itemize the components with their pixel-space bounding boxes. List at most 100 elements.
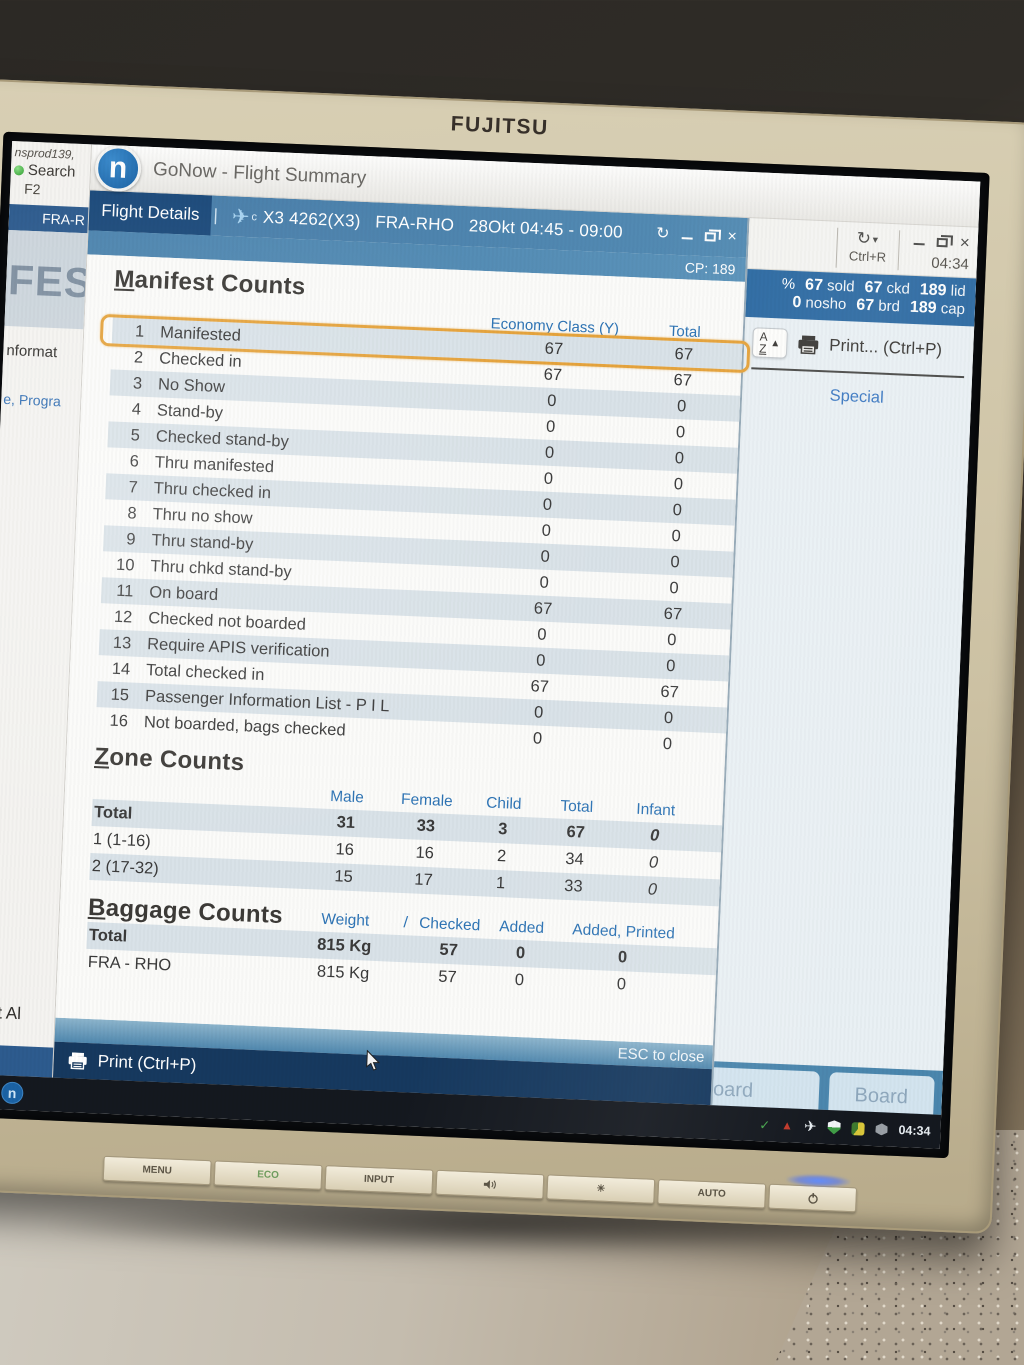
refresh-icon[interactable]: ↻ (655, 225, 670, 243)
child-value: 2 (496, 847, 507, 866)
row-num: 15 (110, 685, 130, 704)
input-button[interactable]: INPUT (324, 1165, 434, 1195)
printer-icon (68, 1051, 87, 1070)
power-button[interactable] (768, 1173, 858, 1213)
economy-value: 67 (533, 598, 553, 618)
progra-link[interactable]: e, Progra (3, 390, 62, 410)
total-value: 0 (674, 448, 685, 467)
airline-tray-icon[interactable]: ✈ (803, 1117, 817, 1136)
refresh-button[interactable]: ↻▼ Ctrl+R (835, 227, 901, 271)
select-all-label[interactable]: lect Al (0, 1002, 22, 1024)
economy-value: 0 (532, 728, 543, 748)
menu-button[interactable]: MENU (102, 1155, 212, 1186)
added-value: 0 (515, 943, 526, 963)
added-printed-value: 0 (616, 975, 627, 994)
infant-column-header: Infant (635, 800, 676, 820)
brightness-button[interactable]: ☀ (546, 1174, 656, 1204)
right-panel: ↻▼ Ctrl+R × 04:34 (712, 218, 979, 1115)
flight-details-window: Flight Details | ✈ c X3 4262(X3) FRA-RHO… (52, 190, 750, 1106)
capacity-value: CP: 189 (684, 259, 736, 278)
economy-value: 0 (543, 469, 554, 488)
total-value: 0 (675, 422, 686, 441)
checked-value: 57 (439, 940, 459, 960)
weight-value: 815 Kg (316, 935, 372, 956)
cap-value: 189 (909, 298, 937, 317)
economy-value: 0 (546, 391, 557, 410)
flight-details-tab[interactable]: Flight Details (88, 190, 213, 236)
row-num: 8 (127, 503, 138, 523)
weight-column-header: Weight (321, 910, 370, 930)
total-value: 67 (663, 604, 683, 624)
antivirus-shield-icon[interactable] (827, 1120, 841, 1135)
row-num: 11 (115, 581, 134, 601)
baggage-counts-section: Baggage Counts Weight / Checked Added Ad… (57, 893, 718, 1002)
status-dot-icon (13, 164, 25, 176)
divider (751, 367, 965, 379)
auto-button[interactable]: AUTO (657, 1179, 767, 1209)
close-icon[interactable]: × (959, 232, 971, 253)
child-value: 3 (497, 820, 508, 839)
female-column-header: Female (400, 790, 454, 811)
female-value: 17 (414, 870, 434, 890)
flight-number: X3 4262(X3) (262, 207, 361, 231)
added-column-header: Added (498, 918, 545, 938)
alert-cone-icon[interactable]: ▲ (780, 1118, 794, 1133)
volume-button[interactable] (435, 1169, 545, 1200)
monitor-brand-logo: FUJITSU (450, 112, 550, 140)
restore-icon[interactable] (704, 231, 716, 242)
minimize-icon[interactable] (681, 231, 693, 240)
slash-separator: / (403, 914, 409, 932)
manifest-table: 1 Manifested 67 67 2 Checked in 67 67 (67, 316, 743, 759)
total-value: 33 (563, 876, 583, 896)
tray-cube-icon[interactable] (875, 1123, 887, 1135)
row-num: 7 (128, 477, 139, 497)
row-label: 2 (17-32) (91, 857, 160, 878)
economy-value: 0 (535, 650, 546, 670)
row-label: FRA - RHO (87, 952, 172, 975)
male-value: 15 (334, 867, 354, 886)
economy-value: 0 (539, 573, 550, 592)
chevron-down-icon: ▼ (870, 234, 881, 245)
female-value: 33 (416, 816, 436, 836)
sold-label: sold (826, 277, 855, 296)
total-value: 0 (671, 526, 682, 545)
informat-label: nformat (6, 342, 58, 362)
cap-label: cap (940, 300, 966, 319)
flight-datetime: 28Okt 04:45 - 09:00 (468, 216, 624, 242)
tray-app-icon[interactable] (851, 1121, 865, 1136)
refresh-icon: ↻ (856, 228, 872, 249)
print-button[interactable]: Print... (Ctrl+P) (828, 335, 943, 360)
sort-az-button[interactable]: A Z ▲ (751, 327, 788, 360)
weight-value: 815 Kg (316, 962, 370, 983)
total-value: 67 (566, 822, 586, 842)
board-button[interactable]: Board (827, 1072, 935, 1115)
gonow-logo-icon: n (94, 144, 143, 192)
brightness-icon: ☀ (596, 1183, 606, 1195)
ckd-value: 67 (864, 278, 883, 297)
total-value: 67 (673, 370, 693, 390)
board-button-partial[interactable]: oard (712, 1067, 820, 1110)
total-value: 0 (670, 552, 681, 571)
total-value: 0 (666, 630, 677, 649)
nosho-label: nosho (805, 294, 847, 314)
right-panel-tools: A Z ▲ (742, 317, 974, 412)
flight-details-tab-label: Flight Details (100, 200, 200, 224)
monitor: FUJITSU nsprod139, Search F2 FRA-R FES n… (0, 77, 1024, 1235)
fra-title-bar: FRA-R (8, 204, 89, 234)
eco-button[interactable]: ECO (213, 1160, 323, 1190)
printer-icon (798, 335, 819, 355)
restore-icon[interactable] (936, 237, 948, 247)
row-num: 1 (134, 321, 145, 341)
row-num: 12 (113, 607, 133, 627)
sort-up-icon: ▲ (770, 337, 781, 350)
minimize-icon[interactable] (913, 236, 925, 246)
refresh-shortcut-label: Ctrl+R (848, 248, 887, 265)
close-icon[interactable]: × (727, 228, 738, 246)
print-button-label: Print (Ctrl+P) (97, 1051, 197, 1075)
print-footer-bar[interactable]: Print (Ctrl+P) (52, 1041, 712, 1106)
security-check-icon[interactable]: ✓ (758, 1116, 771, 1133)
gonow-taskbar-icon[interactable]: n (0, 1081, 24, 1105)
row-num: 13 (112, 633, 132, 652)
clock-label: 04:34 (930, 254, 970, 274)
gonow-window: n GoNow - Flight Summary Flight Details … (52, 144, 981, 1115)
